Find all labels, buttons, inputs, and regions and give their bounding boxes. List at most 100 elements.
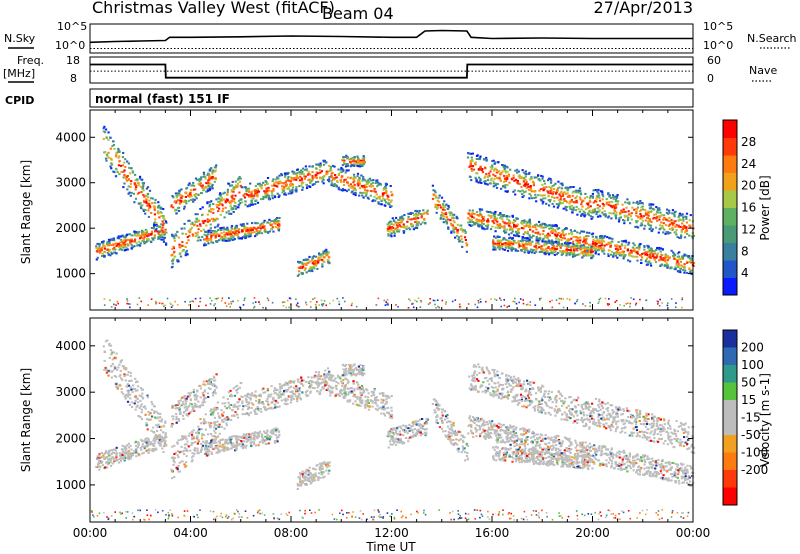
echo-point: [456, 231, 459, 234]
echo-point: [521, 222, 524, 225]
echo-point: [690, 269, 693, 272]
echo-point: [671, 212, 674, 215]
echo-point: [601, 207, 604, 210]
echo-point: [662, 222, 665, 225]
echo-point: [178, 246, 181, 249]
echo-point: [656, 219, 659, 222]
echo-point: [117, 151, 120, 154]
echo-point: [642, 215, 646, 218]
echo-point: [341, 188, 345, 190]
echo-point: [298, 179, 302, 182]
echo-point: [285, 306, 287, 309]
echo-point: [481, 216, 484, 218]
echo-point: [107, 238, 111, 241]
echo-point: [518, 235, 521, 238]
echo-point: [272, 178, 275, 181]
echo-point: [207, 229, 210, 232]
echo-point: [494, 226, 497, 229]
echo-point: [613, 195, 616, 198]
echo-point: [520, 176, 523, 179]
echo-point: [225, 407, 228, 410]
echo-point: [508, 305, 510, 307]
echo-point: [195, 431, 198, 434]
echo-point: [668, 211, 671, 214]
echo-point: [122, 186, 125, 189]
echo-point: [419, 213, 422, 215]
echo-point: [653, 252, 656, 255]
echo-point: [198, 305, 200, 307]
echo-point: [328, 170, 331, 172]
echo-point: [141, 396, 144, 399]
echo-point: [573, 201, 576, 204]
echo-point: [122, 246, 125, 249]
echo-point: [666, 208, 669, 211]
echo-point: [150, 230, 154, 233]
echo-point: [208, 424, 211, 427]
echo-point: [658, 246, 661, 249]
echo-point: [163, 233, 166, 236]
echo-point: [253, 231, 256, 233]
echo-point: [219, 237, 222, 240]
echo-point: [221, 414, 224, 417]
echo-point: [295, 178, 298, 181]
echo-point: [689, 226, 692, 229]
echo-point: [608, 303, 610, 305]
echo-point: [385, 190, 388, 193]
echo-point: [256, 188, 259, 191]
echo-point: [565, 209, 568, 212]
echo-point: [576, 231, 579, 234]
echo-point: [229, 234, 232, 237]
echo-point: [365, 191, 368, 194]
echo-point: [305, 262, 308, 265]
echo-point: [383, 192, 386, 194]
echo-point: [477, 168, 480, 170]
echo-point: [581, 212, 584, 215]
echo-point: [667, 213, 670, 215]
echo-point: [170, 468, 173, 471]
echo-point: [615, 250, 618, 253]
echo-point: [326, 172, 329, 175]
echo-point: [450, 224, 453, 227]
echo-point: [496, 183, 499, 185]
echo-point: [383, 199, 386, 202]
echo-point: [644, 224, 647, 227]
echo-point: [512, 174, 515, 177]
echo-point: [212, 421, 215, 424]
echo-point: [411, 218, 414, 221]
echo-point: [580, 193, 583, 196]
echo-point: [190, 184, 193, 187]
echo-point: [442, 218, 445, 220]
power-x-ticks: [89, 110, 694, 310]
echo-point: [541, 183, 544, 186]
echo-point: [550, 227, 553, 230]
echo-point: [218, 193, 221, 196]
echo-point: [212, 203, 215, 205]
echo-point: [510, 232, 513, 235]
echo-point: [295, 186, 298, 189]
echo-point: [231, 180, 234, 183]
echo-point: [179, 255, 183, 258]
echo-point: [488, 174, 491, 177]
echo-point: [300, 184, 303, 187]
echo-point: [513, 225, 516, 228]
echo-point: [604, 297, 607, 300]
echo-point: [291, 183, 294, 186]
echo-point: [301, 188, 304, 191]
echo-point: [280, 173, 283, 175]
echo-point: [441, 213, 444, 216]
echo-point: [346, 163, 349, 166]
echo-point: [176, 230, 179, 233]
echo-point: [197, 228, 200, 231]
echo-point: [601, 202, 604, 205]
echo-point: [613, 209, 616, 212]
echo-point: [157, 210, 160, 213]
echo-point: [140, 191, 143, 194]
echo-point: [436, 206, 439, 209]
echo-point: [312, 255, 315, 258]
echo-point: [559, 236, 562, 239]
echo-point: [285, 179, 288, 182]
echo-point: [334, 184, 338, 187]
echo-point: [666, 304, 669, 307]
echo-point: [548, 199, 551, 201]
echo-point: [211, 183, 214, 186]
